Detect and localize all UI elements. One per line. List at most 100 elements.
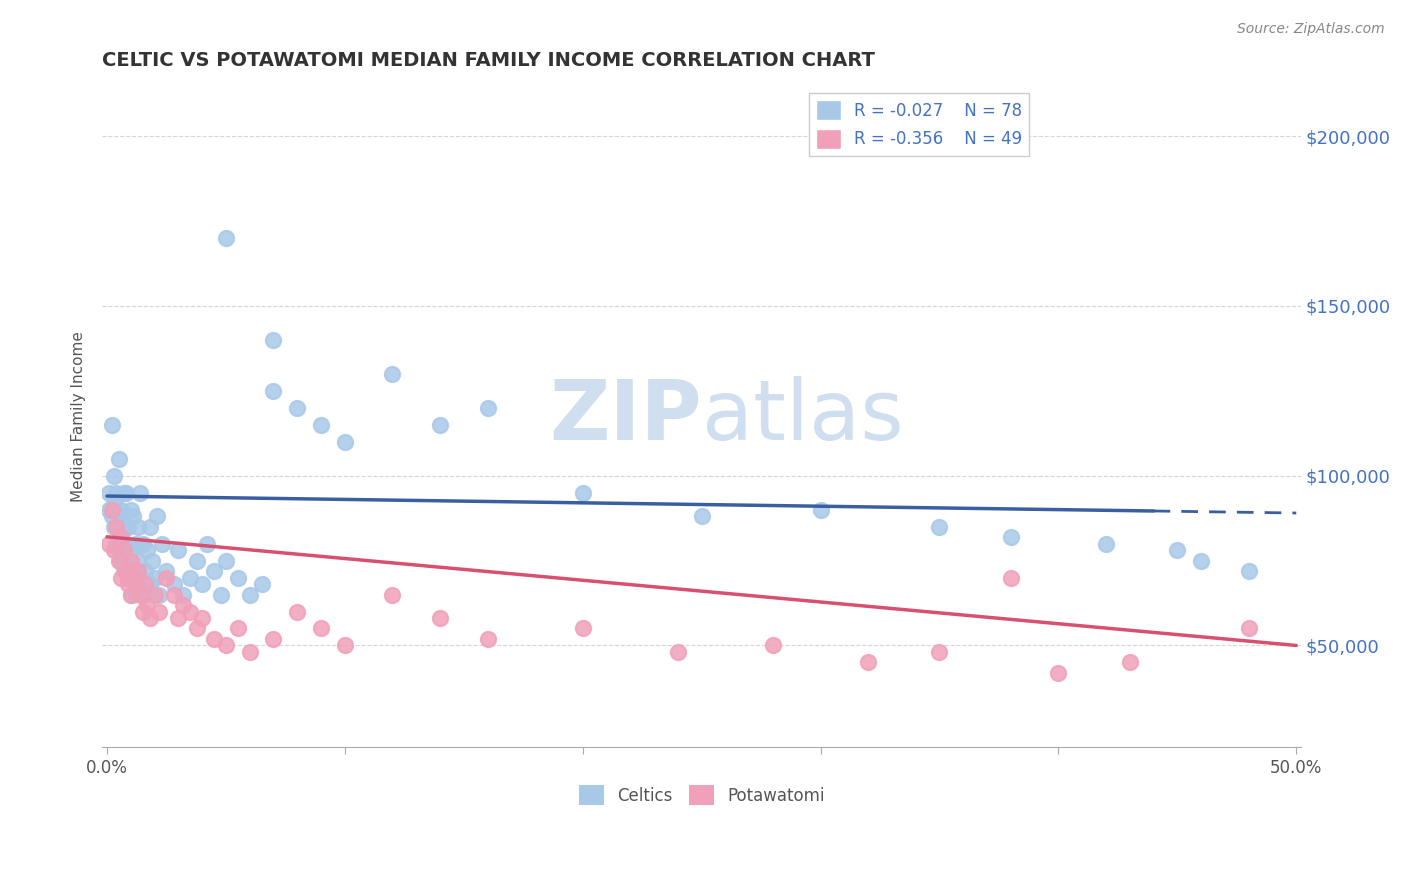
Point xyxy=(131,605,153,619)
Point xyxy=(1237,622,1260,636)
Point xyxy=(122,570,145,584)
Point xyxy=(239,645,262,659)
Point xyxy=(250,577,273,591)
Point xyxy=(117,519,139,533)
Point xyxy=(202,632,225,646)
Point xyxy=(120,543,142,558)
Point xyxy=(131,588,153,602)
Point xyxy=(191,611,214,625)
Point xyxy=(381,588,404,602)
Point xyxy=(108,509,131,524)
Point xyxy=(115,564,138,578)
Point xyxy=(333,639,356,653)
Point xyxy=(112,485,135,500)
Point xyxy=(571,485,593,500)
Point xyxy=(143,588,166,602)
Point xyxy=(127,553,149,567)
Point xyxy=(120,502,142,516)
Point xyxy=(112,543,135,558)
Point xyxy=(1119,656,1142,670)
Point xyxy=(167,543,190,558)
Point xyxy=(98,485,121,500)
Point xyxy=(100,417,122,432)
Point xyxy=(120,588,142,602)
Point xyxy=(100,509,122,524)
Point xyxy=(108,553,131,567)
Point xyxy=(191,577,214,591)
Point xyxy=(117,577,139,591)
Point xyxy=(215,231,238,245)
Point xyxy=(928,645,950,659)
Point xyxy=(226,622,249,636)
Point xyxy=(108,543,131,558)
Point xyxy=(120,553,142,567)
Point xyxy=(429,611,451,625)
Point xyxy=(1000,570,1022,584)
Point xyxy=(155,564,177,578)
Point xyxy=(1095,536,1118,550)
Y-axis label: Median Family Income: Median Family Income xyxy=(72,331,86,501)
Point xyxy=(810,502,832,516)
Point xyxy=(148,588,170,602)
Point xyxy=(103,496,125,510)
Point xyxy=(112,519,135,533)
Point xyxy=(129,485,152,500)
Point xyxy=(263,384,285,398)
Point xyxy=(105,485,128,500)
Point xyxy=(179,605,201,619)
Point xyxy=(103,468,125,483)
Point xyxy=(98,536,121,550)
Point xyxy=(139,577,162,591)
Point xyxy=(117,570,139,584)
Point xyxy=(172,598,194,612)
Point xyxy=(122,564,145,578)
Point xyxy=(263,333,285,347)
Point xyxy=(134,564,156,578)
Point xyxy=(1000,530,1022,544)
Point xyxy=(124,577,146,591)
Text: atlas: atlas xyxy=(702,376,904,457)
Point xyxy=(134,577,156,591)
Point xyxy=(167,611,190,625)
Point xyxy=(124,577,146,591)
Point xyxy=(162,588,184,602)
Point xyxy=(110,553,132,567)
Point xyxy=(98,502,121,516)
Point xyxy=(202,564,225,578)
Point xyxy=(209,588,232,602)
Point xyxy=(143,570,166,584)
Point xyxy=(120,588,142,602)
Point xyxy=(690,509,713,524)
Point xyxy=(108,451,131,466)
Point xyxy=(239,588,262,602)
Point xyxy=(100,502,122,516)
Point xyxy=(141,553,163,567)
Text: CELTIC VS POTAWATOMI MEDIAN FAMILY INCOME CORRELATION CHART: CELTIC VS POTAWATOMI MEDIAN FAMILY INCOM… xyxy=(103,51,875,70)
Point xyxy=(215,639,238,653)
Point xyxy=(1189,553,1212,567)
Point xyxy=(309,622,332,636)
Point xyxy=(115,536,138,550)
Point xyxy=(226,570,249,584)
Point xyxy=(129,570,152,584)
Point xyxy=(172,588,194,602)
Point xyxy=(263,632,285,646)
Point xyxy=(115,553,138,567)
Point xyxy=(146,509,169,524)
Point xyxy=(571,622,593,636)
Point xyxy=(131,536,153,550)
Point xyxy=(285,401,308,415)
Point xyxy=(110,570,132,584)
Point xyxy=(381,367,404,381)
Point xyxy=(195,536,218,550)
Point xyxy=(186,553,208,567)
Point xyxy=(215,553,238,567)
Point xyxy=(129,588,152,602)
Point xyxy=(856,656,879,670)
Point xyxy=(155,570,177,584)
Text: Source: ZipAtlas.com: Source: ZipAtlas.com xyxy=(1237,22,1385,37)
Point xyxy=(477,401,499,415)
Point xyxy=(110,502,132,516)
Legend: Celtics, Potawatomi: Celtics, Potawatomi xyxy=(572,778,831,812)
Point xyxy=(477,632,499,646)
